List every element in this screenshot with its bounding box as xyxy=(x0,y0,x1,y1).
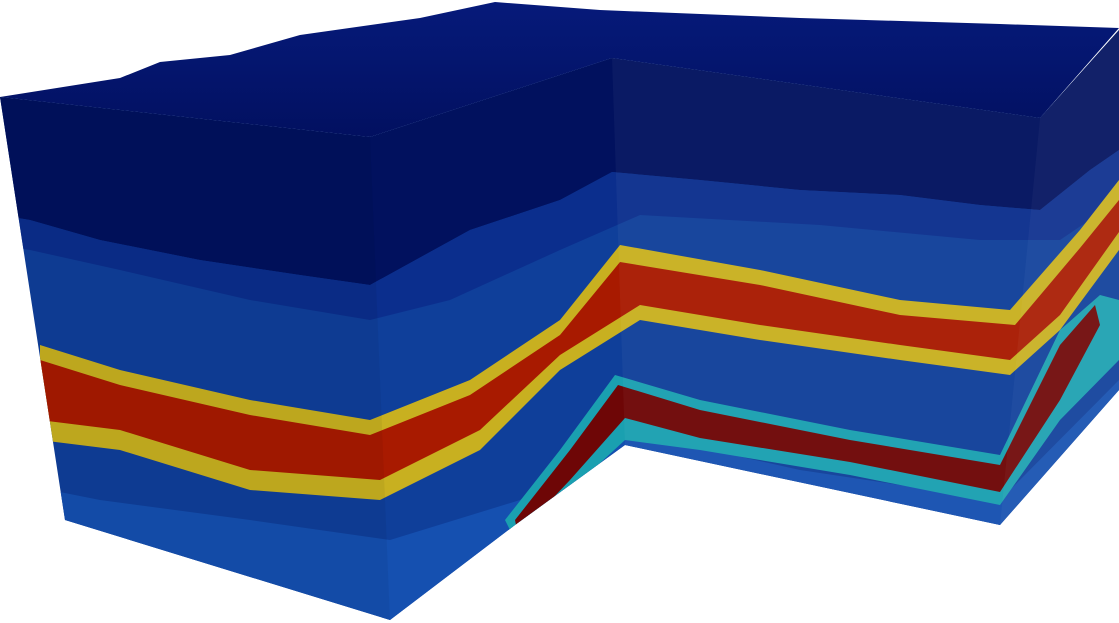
left-face-shade xyxy=(0,97,390,620)
notch-face-shade xyxy=(612,58,1040,525)
red-band xyxy=(40,200,1119,480)
top-face xyxy=(0,2,1119,137)
dark-red-band xyxy=(515,305,1100,535)
transition-layer xyxy=(0,150,1119,320)
right-face-shade xyxy=(1000,30,1119,525)
